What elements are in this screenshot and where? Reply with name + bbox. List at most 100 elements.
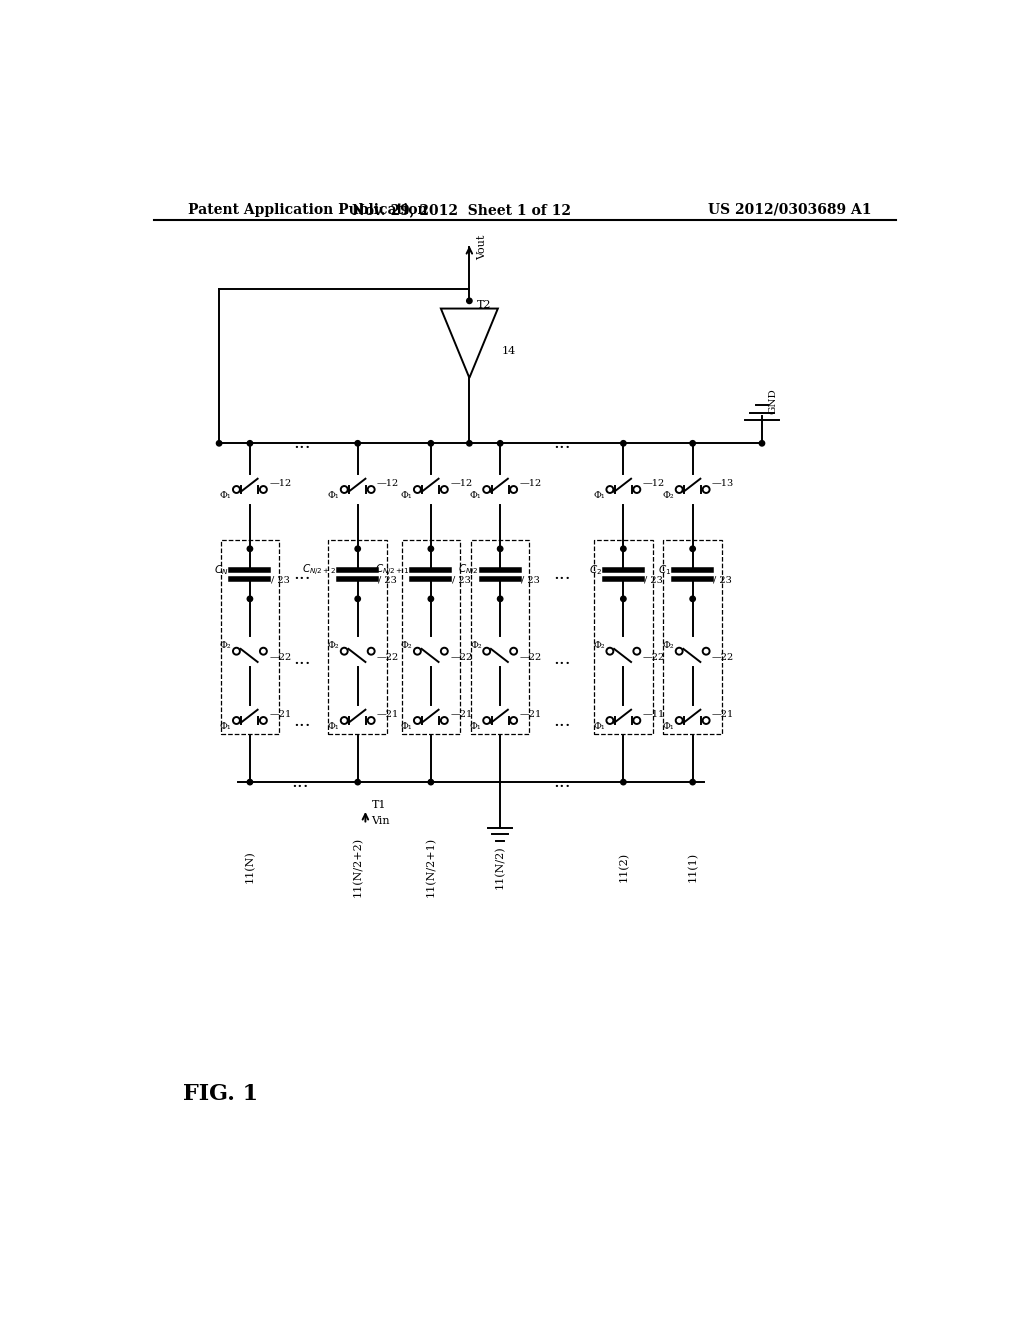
Circle shape	[690, 597, 695, 602]
Text: Vin: Vin	[372, 816, 390, 825]
Circle shape	[247, 546, 253, 552]
Text: 14: 14	[502, 346, 516, 356]
Text: —21: —21	[519, 710, 542, 719]
Text: Φ₂: Φ₂	[470, 640, 481, 649]
Text: US 2012/0303689 A1: US 2012/0303689 A1	[708, 203, 871, 216]
Bar	[220, 540, 280, 734]
Text: T1: T1	[372, 800, 386, 810]
Text: —12: —12	[377, 479, 399, 488]
Circle shape	[467, 441, 472, 446]
Text: Φ₁: Φ₁	[470, 722, 481, 731]
Text: ...: ...	[553, 649, 570, 668]
Text: 11(N/2): 11(N/2)	[495, 845, 505, 888]
Text: ...: ...	[291, 774, 309, 791]
Text: / 23: / 23	[270, 576, 290, 585]
Text: $C_{N/2+2}$: $C_{N/2+2}$	[302, 562, 336, 578]
Circle shape	[498, 546, 503, 552]
Circle shape	[690, 546, 695, 552]
Text: Φ₁: Φ₁	[220, 722, 231, 731]
Circle shape	[690, 779, 695, 785]
Text: Φ₂: Φ₂	[663, 640, 674, 649]
Bar	[664, 540, 722, 734]
Text: ...: ...	[294, 434, 311, 453]
Text: / 23: / 23	[452, 576, 470, 585]
Text: $C_1$: $C_1$	[657, 564, 671, 577]
Text: / 23: / 23	[714, 576, 732, 585]
Text: 11(2): 11(2)	[618, 851, 629, 882]
Text: —13: —13	[712, 479, 734, 488]
Text: / 23: / 23	[644, 576, 663, 585]
Text: Φ₁: Φ₁	[470, 491, 481, 500]
Text: —12: —12	[269, 479, 292, 488]
Text: ...: ...	[294, 649, 311, 668]
Text: 11(N/2+2): 11(N/2+2)	[352, 837, 362, 896]
Text: —12: —12	[643, 479, 665, 488]
Text: ...: ...	[553, 774, 570, 791]
Text: Φ₂: Φ₂	[593, 640, 605, 649]
Bar	[401, 540, 460, 734]
Circle shape	[428, 546, 433, 552]
Text: Patent Application Publication: Patent Application Publication	[188, 203, 428, 216]
Text: 11(1): 11(1)	[687, 851, 697, 882]
Bar	[329, 540, 387, 734]
Circle shape	[428, 779, 433, 785]
Text: —12: —12	[451, 479, 472, 488]
Circle shape	[621, 441, 626, 446]
Text: —22: —22	[519, 653, 542, 661]
Circle shape	[759, 441, 765, 446]
Circle shape	[247, 441, 253, 446]
Text: Φ₁: Φ₁	[593, 491, 605, 500]
Text: —12: —12	[519, 479, 542, 488]
Text: —22: —22	[269, 653, 292, 661]
Text: ...: ...	[553, 565, 570, 583]
Text: —21: —21	[451, 710, 472, 719]
Circle shape	[355, 597, 360, 602]
Text: $C_{N/2+1}$: $C_{N/2+1}$	[375, 562, 410, 578]
Text: —21: —21	[712, 710, 734, 719]
Text: ...: ...	[553, 711, 570, 730]
Circle shape	[498, 441, 503, 446]
Circle shape	[621, 779, 626, 785]
Text: Φ₁: Φ₁	[593, 722, 605, 731]
Circle shape	[355, 779, 360, 785]
Circle shape	[216, 441, 222, 446]
Text: —22: —22	[643, 653, 665, 661]
Text: Φ₂: Φ₂	[663, 491, 674, 500]
Text: —21: —21	[269, 710, 292, 719]
Circle shape	[690, 441, 695, 446]
Text: Φ₂: Φ₂	[400, 640, 413, 649]
Bar	[471, 540, 529, 734]
Text: ...: ...	[294, 565, 311, 583]
Circle shape	[247, 779, 253, 785]
Text: / 23: / 23	[379, 576, 397, 585]
Text: Φ₁: Φ₁	[400, 722, 413, 731]
Text: Vout: Vout	[477, 234, 487, 260]
Text: ...: ...	[294, 711, 311, 730]
Text: $C_{N/2}$: $C_{N/2}$	[458, 562, 478, 578]
Text: Φ₁: Φ₁	[400, 491, 413, 500]
Text: —21: —21	[377, 710, 399, 719]
Text: —11: —11	[643, 710, 665, 719]
Text: Φ₁: Φ₁	[328, 491, 339, 500]
Text: Φ₂: Φ₂	[328, 640, 339, 649]
Circle shape	[498, 597, 503, 602]
Circle shape	[355, 441, 360, 446]
Text: Φ₁: Φ₁	[328, 722, 339, 731]
Text: —22: —22	[712, 653, 734, 661]
Text: 11(N): 11(N)	[245, 850, 255, 883]
Text: $C_2$: $C_2$	[589, 564, 602, 577]
Bar	[594, 540, 652, 734]
Text: Φ₂: Φ₂	[220, 640, 231, 649]
Text: FIG. 1: FIG. 1	[183, 1082, 258, 1105]
Text: T2: T2	[477, 300, 492, 310]
Circle shape	[247, 597, 253, 602]
Circle shape	[428, 597, 433, 602]
Circle shape	[621, 546, 626, 552]
Text: GND: GND	[768, 388, 777, 414]
Text: Φ₁: Φ₁	[220, 491, 231, 500]
Text: —22: —22	[377, 653, 399, 661]
Circle shape	[621, 597, 626, 602]
Text: $C_N$: $C_N$	[214, 564, 228, 577]
Text: ...: ...	[553, 434, 570, 453]
Text: / 23: / 23	[521, 576, 540, 585]
